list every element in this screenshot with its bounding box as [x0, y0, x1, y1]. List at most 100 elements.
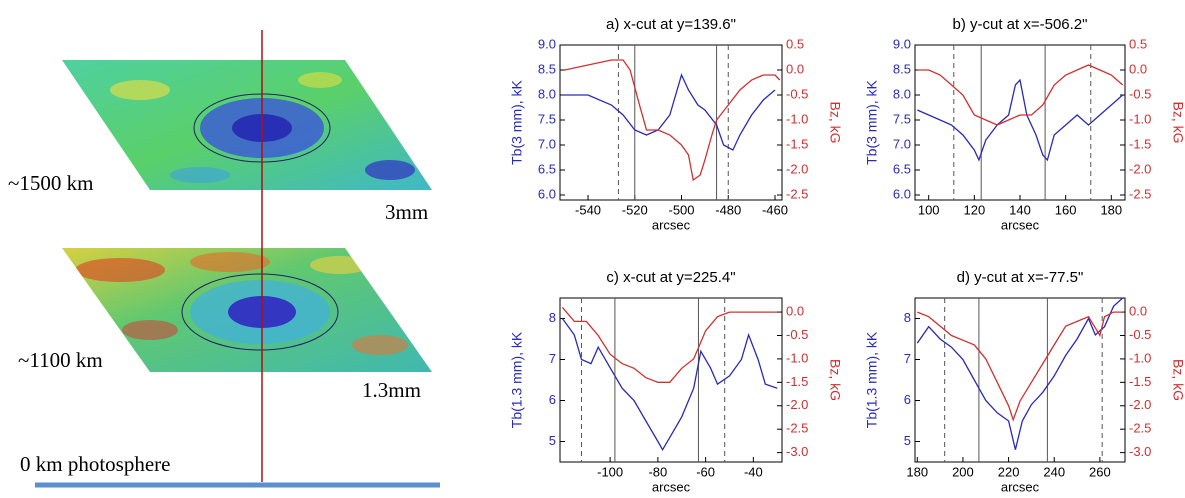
series-line: [564, 73, 776, 151]
y2-tick-label: 0.0: [1129, 61, 1147, 76]
y2-tick-label: -3.0: [1129, 444, 1151, 459]
series-line: [917, 78, 1124, 162]
x-axis-label: arcsec: [652, 217, 691, 232]
photosphere-label: 0 km photosphere: [20, 452, 170, 476]
series-line: [917, 64, 1124, 126]
y-tick-label: 7.5: [893, 111, 911, 126]
y-tick-label: 7: [549, 351, 556, 366]
y-axis-label: Tb(3 mm), kK: [509, 79, 525, 164]
y2-axis-label: Bz, kG: [1170, 359, 1185, 401]
height-label: ~1100 km: [18, 348, 103, 372]
x-tick-label: 100: [918, 202, 940, 217]
y2-tick-label: -2.5: [1129, 421, 1151, 436]
y2-tick-label: 0.5: [1129, 36, 1147, 51]
chart: c) x-cut at y=225.4" arcsec Tb(1.3 mm), kK…: [509, 269, 844, 494]
y-tick-label: 6.5: [893, 161, 911, 176]
y-axis-label: Tb(1.3 mm), kK: [509, 331, 525, 428]
y2-tick-label: -2.5: [786, 186, 808, 201]
y2-tick-label: -0.5: [1129, 327, 1151, 342]
y2-tick-label: 0.0: [786, 303, 804, 318]
y2-tick-label: -2.0: [1129, 397, 1151, 412]
x-tick-label: 160: [1055, 202, 1077, 217]
illustration: ~1500 km 3mm ~1100 km 1.3mm 0 km photosp…: [8, 30, 440, 488]
wavelength-label: 1.3mm: [362, 378, 421, 402]
x-tick-label: -480: [715, 202, 741, 217]
y2-tick-label: -1.0: [786, 111, 808, 126]
height-label: ~1500 km: [8, 171, 93, 195]
y-tick-label: 8.0: [893, 86, 911, 101]
y2-tick-label: -1.5: [786, 374, 808, 389]
y-tick-label: 8: [549, 310, 556, 325]
y-tick-label: 9.0: [893, 36, 911, 51]
x-tick-label: -500: [669, 202, 695, 217]
y2-tick-label: -1.5: [1129, 374, 1151, 389]
x-tick-label: 180: [1100, 202, 1122, 217]
y-tick-label: 7.5: [538, 111, 556, 126]
x-tick-label: 240: [1043, 464, 1065, 479]
plot-frame: [914, 297, 1126, 463]
y2-axis-label: Bz, kG: [827, 101, 843, 143]
x-tick-label: 140: [1009, 202, 1031, 217]
x-tick-label: -520: [622, 202, 648, 217]
y-tick-label: 6.5: [538, 161, 556, 176]
y2-tick-label: 0.0: [786, 61, 804, 76]
y-tick-label: 8.5: [893, 61, 911, 76]
y2-tick-label: -0.5: [1129, 86, 1151, 101]
y-tick-label: 8.0: [538, 86, 556, 101]
series-line: [561, 306, 778, 383]
x-tick-label: 200: [952, 464, 974, 479]
chart: b) y-cut at x=-506.2" arcsec Tb(3 mm), kK B…: [864, 16, 1185, 232]
wavelength-label: 3mm: [385, 200, 428, 224]
y2-tick-label: 0.5: [786, 36, 804, 51]
y2-tick-label: -2.0: [1129, 161, 1151, 176]
y-tick-label: 6.0: [893, 186, 911, 201]
y-tick-label: 8: [904, 310, 911, 325]
chart: a) x-cut at y=139.6" arcsec Tb(3 mm), kK Bz…: [509, 16, 844, 232]
y-tick-label: 6.0: [538, 186, 556, 201]
y2-axis-label: Bz, kG: [827, 359, 843, 401]
chart-title: a) x-cut at y=139.6": [606, 16, 736, 33]
series-line: [561, 318, 778, 451]
x-tick-label: -460: [762, 202, 788, 217]
x-tick-label: -40: [744, 464, 763, 479]
x-axis-label: arcsec: [1001, 479, 1040, 493]
y-tick-label: 7: [904, 351, 911, 366]
x-tick-label: -80: [648, 464, 667, 479]
y-tick-label: 6: [904, 392, 911, 407]
x-tick-label: 120: [963, 202, 985, 217]
x-tick-label: 260: [1089, 464, 1111, 479]
y-tick-label: 8.5: [538, 61, 556, 76]
y2-tick-label: 0.0: [1129, 303, 1147, 318]
y-tick-label: 7.0: [538, 136, 556, 151]
x-tick-label: -100: [597, 464, 623, 479]
plot-frame: [559, 44, 783, 201]
chart: d) y-cut at x=-77.5" arcsec Tb(1.3 mm), kK…: [864, 269, 1185, 494]
y2-tick-label: -1.0: [1129, 350, 1151, 365]
y2-tick-label: -2.0: [786, 161, 808, 176]
y2-tick-label: -1.0: [786, 350, 808, 365]
y-tick-label: 5: [904, 433, 911, 448]
y2-tick-label: -3.0: [786, 444, 808, 459]
plot-frame: [559, 297, 783, 463]
series-line: [564, 59, 781, 182]
x-tick-label: 180: [906, 464, 928, 479]
y-axis-label: Tb(3 mm), kK: [864, 79, 880, 164]
chart-title: b) y-cut at x=-506.2": [953, 16, 1088, 33]
x-axis-label: arcsec: [1001, 217, 1040, 232]
y-axis-label: Tb(1.3 mm), kK: [864, 331, 880, 428]
y-tick-label: 7.0: [893, 136, 911, 151]
y-tick-label: 5: [549, 433, 556, 448]
y2-tick-label: -2.0: [786, 397, 808, 412]
y2-tick-label: -1.5: [786, 136, 808, 151]
y2-tick-label: -2.5: [1129, 186, 1151, 201]
x-tick-label: 220: [998, 464, 1020, 479]
y-tick-label: 9.0: [538, 36, 556, 51]
y2-tick-label: -0.5: [786, 86, 808, 101]
x-tick-label: -540: [575, 202, 601, 217]
y2-tick-label: -2.5: [786, 421, 808, 436]
y2-tick-label: -0.5: [786, 327, 808, 342]
series-line: [917, 311, 1123, 422]
x-tick-label: -60: [696, 464, 715, 479]
chart-title: c) x-cut at y=225.4": [606, 269, 735, 286]
